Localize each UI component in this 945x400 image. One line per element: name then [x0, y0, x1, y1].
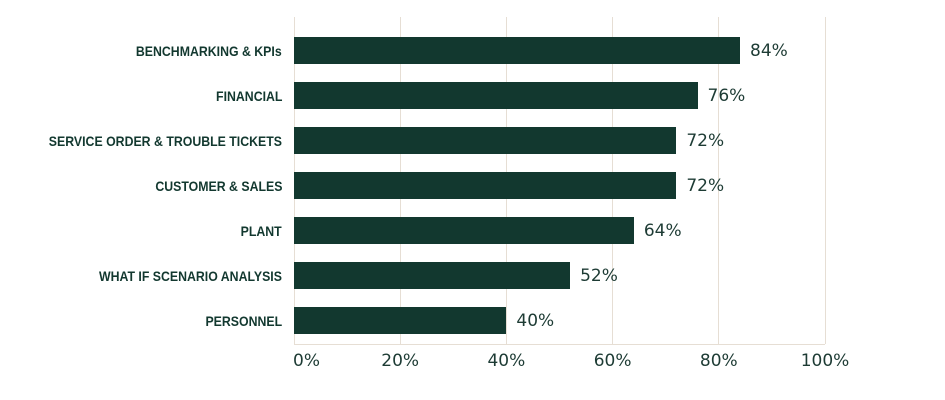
value-label: 64%	[643, 220, 682, 241]
bar	[294, 37, 741, 64]
value-label: 76%	[707, 85, 746, 106]
bar	[294, 307, 507, 334]
category-label: PERSONNEL	[0, 313, 294, 329]
bar-track: 72%	[294, 172, 825, 199]
bar-track: 72%	[294, 127, 825, 154]
bar-track: 76%	[294, 82, 825, 109]
category-label: CUSTOMER & SALES	[0, 178, 294, 194]
chart-row: FINANCIAL 76%	[0, 73, 945, 118]
category-label-text: PLANT	[240, 222, 282, 239]
bar	[294, 82, 698, 109]
value-label: 40%	[516, 310, 555, 331]
category-label: FINANCIAL	[0, 88, 294, 104]
bar	[294, 217, 634, 244]
value-label: 72%	[686, 175, 725, 196]
x-tick-label: 60%	[593, 351, 632, 371]
bar-rows: BENCHMARKING & KPIs 84% FINANCIAL 76% SERVIC…	[0, 28, 945, 343]
bar-track: 40%	[294, 307, 825, 334]
gridline-80%	[718, 17, 720, 344]
bar-track: 84%	[294, 37, 825, 64]
category-label: SERVICE ORDER & TROUBLE TICKETS	[0, 133, 294, 149]
value-label: 84%	[750, 40, 788, 61]
category-label-text: BENCHMARKING & KPIs	[136, 42, 282, 59]
value-label: 72%	[686, 130, 725, 151]
x-axis-tick-labels: 0% 20% 40% 60% 80% 100%	[293, 351, 849, 373]
category-label-text: FINANCIAL	[215, 87, 282, 104]
category-label: BENCHMARKING & KPIs	[0, 43, 294, 59]
x-tick-label: 80%	[699, 351, 738, 371]
x-tick-label: 20%	[381, 351, 420, 371]
x-tick-label: 40%	[487, 351, 526, 371]
category-label-text: PERSONNEL	[205, 312, 282, 329]
bar-track: 52%	[294, 262, 825, 289]
bar	[294, 127, 677, 154]
category-label-text: CUSTOMER & SALES	[154, 177, 282, 194]
x-tick-label: 0%	[293, 351, 320, 371]
chart-row: PLANT 64%	[0, 208, 945, 253]
bar	[294, 172, 677, 199]
category-label: WHAT IF SCENARIO ANALYSIS	[0, 268, 294, 284]
value-label: 52%	[580, 265, 618, 286]
chart-row: CUSTOMER & SALES 72%	[0, 163, 945, 208]
category-label-text: WHAT IF SCENARIO ANALYSIS	[99, 267, 282, 284]
bar-track: 64%	[294, 217, 825, 244]
category-label-text: SERVICE ORDER & TROUBLE TICKETS	[48, 132, 282, 149]
chart-row: WHAT IF SCENARIO ANALYSIS 52%	[0, 253, 945, 298]
chart-row: BENCHMARKING & KPIs 84%	[0, 28, 945, 73]
bar	[294, 262, 571, 289]
gridline-100%	[824, 17, 826, 344]
chart-row: PERSONNEL 40%	[0, 298, 945, 343]
x-tick-label: 100%	[800, 351, 850, 371]
chart-row: SERVICE ORDER & TROUBLE TICKETS 72%	[0, 118, 945, 163]
category-label: PLANT	[0, 223, 294, 239]
